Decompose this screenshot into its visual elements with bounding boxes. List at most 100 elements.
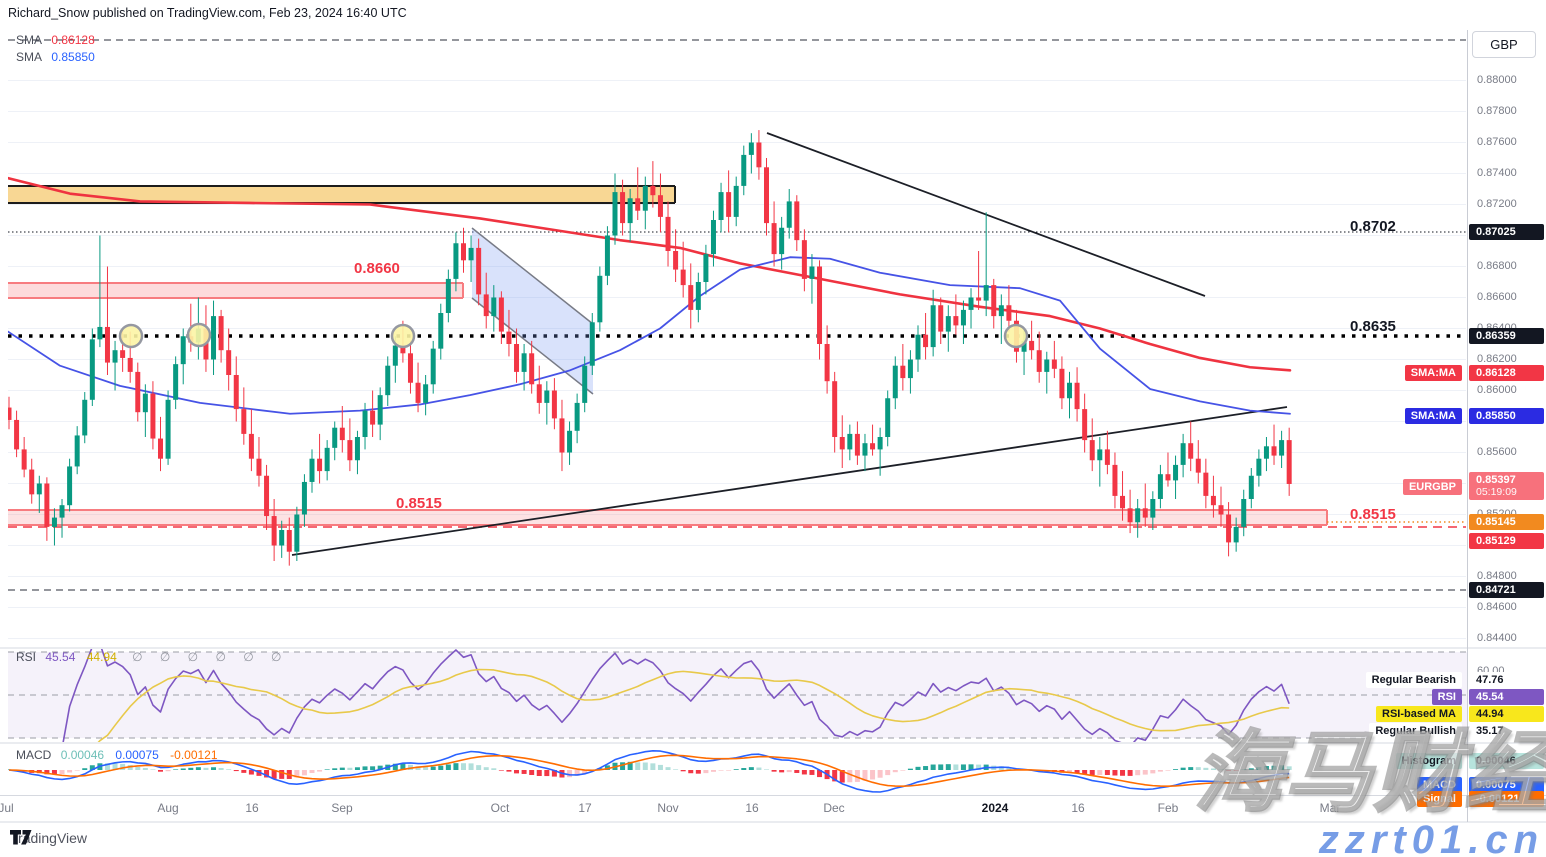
candle [51,517,57,527]
trendline[interactable] [291,406,1288,556]
macd-histogram-bar [1286,766,1292,770]
macd-histogram-bar [1112,770,1118,776]
price-axis-badge: 0.87025 [1469,224,1544,240]
candle [445,278,451,313]
candle [991,285,997,317]
candle [885,398,891,437]
candle [968,297,974,310]
macd-histogram-bar [1256,767,1262,770]
time-axis-tick[interactable]: Feb [1157,801,1179,815]
price-axis-badge: 35.17 [1469,723,1544,739]
candle [1279,440,1285,456]
candle [415,382,421,403]
candle [59,505,65,518]
price-axis-tick[interactable]: 0.84800 [1477,569,1517,582]
macd-histogram-bar [339,767,345,770]
sma2-status[interactable]: SMA 0.85850 [16,50,103,64]
time-axis-tick[interactable]: Oct [490,801,510,815]
time-axis-tick[interactable]: 16 [245,801,259,815]
circle-marker[interactable] [390,323,416,349]
macd-histogram-bar [461,763,466,770]
candle [839,437,845,450]
time-axis-tick[interactable]: Sep [331,801,353,815]
candle [89,339,95,400]
time-axis-tick[interactable]: Dec [823,801,845,815]
time-axis-tick[interactable]: Mar [1319,801,1341,815]
candle [521,353,527,372]
tradingview-footer[interactable]: TradingView [10,830,87,846]
macd-histogram-bar [309,770,315,773]
price-axis-tick[interactable]: 0.85600 [1477,445,1517,458]
candle [67,466,73,506]
tradingview-logo-icon [10,830,32,845]
price-axis-tick[interactable]: 0.86000 [1477,383,1517,396]
currency-axis-button[interactable]: GBP [1472,31,1536,58]
macd-histogram-bar [551,770,557,777]
macd-histogram-bar [1195,767,1201,770]
time-axis-tick[interactable]: 16 [745,801,759,815]
candle [29,469,35,495]
resistance-zone-0872-0873[interactable] [8,186,675,203]
macd-histogram-bar [264,770,270,778]
rsi-status[interactable]: RSI 45.54 44.94 ∅ ∅ ∅ ∅ ∅ ∅ [16,650,289,664]
candle [976,297,982,301]
candle [726,192,732,217]
time-axis-tick[interactable]: Nov [657,801,679,815]
candle [370,410,376,425]
candle [165,399,171,459]
macd-histogram-bar [468,763,474,770]
price-axis-tick[interactable]: 0.87200 [1477,197,1517,210]
time-axis-tick[interactable]: 2024 [981,801,1009,815]
candle [309,458,315,482]
macd-histogram-bar [354,767,360,770]
macd-histogram-bar [324,769,330,770]
resistance-zone-0866[interactable] [8,283,463,298]
sma1-status[interactable]: SMA 0.86128 [16,33,103,47]
macd-histogram-bar [1180,767,1186,770]
candle [809,266,815,279]
macd-histogram-bar [430,766,436,770]
price-axis-tick[interactable]: 0.86600 [1477,290,1517,303]
macd-histogram-bar [733,769,739,770]
circle-marker[interactable] [186,322,212,348]
candle [544,390,550,403]
price-axis-tick[interactable]: 0.87800 [1477,104,1517,117]
macd-status[interactable]: MACD 0.00046 0.00075 -0.00121 [16,748,226,762]
circle-marker[interactable] [1003,323,1029,349]
candle [423,384,429,403]
support-zone-0851[interactable] [8,510,1327,525]
macd-histogram-bar [1142,770,1148,775]
price-axis-tick[interactable]: 0.87400 [1477,166,1517,179]
macd-histogram-bar [195,767,201,770]
macd-histogram-bar [998,766,1004,770]
macd-histogram-bar [233,770,239,772]
candle [1150,499,1156,518]
time-axis-tick[interactable]: Jul [0,801,14,815]
price-axis-tick[interactable]: 0.84600 [1477,600,1517,613]
macd-histogram-bar [203,767,209,770]
price-axis-tick[interactable]: 0.88000 [1477,73,1517,86]
candle [794,201,800,241]
price-axis-tick[interactable]: 0.86800 [1477,259,1517,272]
price-axis-tick[interactable]: 0.86200 [1477,352,1517,365]
flag-channel[interactable] [472,228,593,394]
time-axis-tick[interactable]: 16 [1071,801,1085,815]
price-axis-badge: 0.85145 [1469,514,1544,530]
candle [877,437,883,450]
candle [104,326,110,363]
macd-histogram-bar [650,763,656,770]
hidden-indicator-icons: ∅ ∅ ∅ ∅ ∅ ∅ [132,650,289,664]
circle-marker[interactable] [118,323,144,349]
candle [377,395,383,425]
price-axis-tick[interactable]: 0.87600 [1477,135,1517,148]
macd-histogram-bar [150,769,156,770]
candle [635,198,641,211]
time-axis-tick[interactable]: Aug [157,801,179,815]
price-axis-tick[interactable]: 0.84400 [1477,631,1517,644]
time-axis-tick[interactable]: 17 [578,801,592,815]
candle [271,516,277,546]
candle [1051,359,1057,369]
macd-histogram-bar [142,767,148,770]
macd-histogram-bar [1263,766,1269,770]
